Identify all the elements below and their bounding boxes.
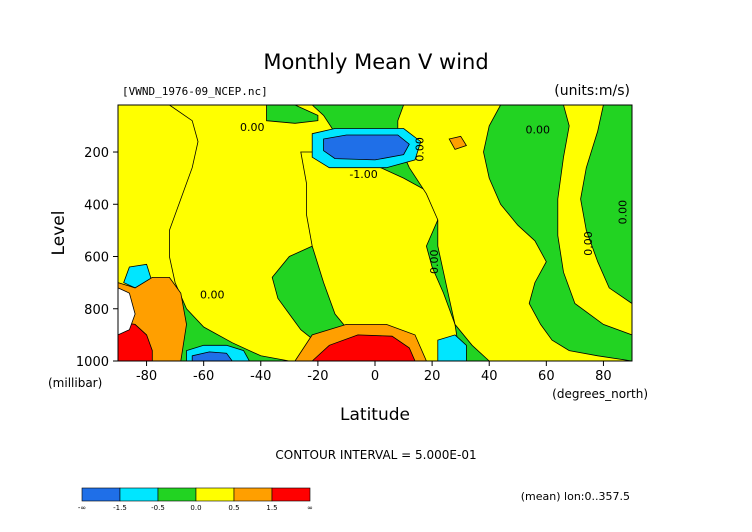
x-axis-label: Latitude [340,405,410,425]
colorbar: -∞ -1.5 -0.5 0.0 0.5 1.5 ∞ [78,487,313,512]
chart-title: Monthly Mean V wind [263,50,488,74]
x-tick-label: 40 [481,369,498,384]
colorbar-swatch [271,487,311,502]
colorbar-label: -∞ [78,504,86,512]
contour-label: 0.00 [240,121,265,134]
file-label: [VWND_1976-09_NCEP.nc] [122,85,268,98]
colorbar-swatch [157,487,197,502]
footer-text: (mean) lon:0..357.5 [521,490,630,503]
contour-label: 0.00 [582,231,595,256]
colorbar-label: -0.5 [151,504,165,512]
y-tick-label: 1000 [76,355,109,370]
contour-regions [117,104,633,362]
x-tick-label: 0 [371,369,379,384]
y-axis-ticks: 200 400 600 800 1000 [76,146,118,370]
colorbar-label: ∞ [307,504,313,512]
colorbar-label: 0.5 [228,504,239,512]
x-tick-label: -40 [250,369,271,384]
contour-label: 0.00 [526,124,551,137]
contour-labels: 0.00 0.00 0.00 -1.00 0.00 0.00 0.00 0.00 [200,121,629,301]
x-tick-label: 80 [595,369,612,384]
contour-label: 0.00 [616,200,629,225]
contour-label: -1.00 [349,168,377,181]
y-axis-label: Level [49,211,69,256]
contour-region-yellow [168,104,342,362]
contour-region-yellow [397,104,633,362]
contour-label: 0.00 [414,137,427,162]
y-axis-unit: (millibar) [48,376,102,390]
y-tick-label: 800 [84,303,109,318]
contour-region-orange [448,135,468,150]
x-axis-unit: (degrees_north) [552,387,648,401]
contour-interval-text: CONTOUR INTERVAL = 5.000E-01 [275,448,476,462]
colorbar-label: 0.0 [190,504,201,512]
contour-region-blue-light [437,334,467,362]
y-tick-label: 600 [84,251,109,266]
plot-area: 0.00 0.00 0.00 -1.00 0.00 0.00 0.00 0.00 -80 -60… [76,104,633,384]
colorbar-swatch [119,487,159,502]
contour-region-blue [323,134,410,161]
y-tick-label: 400 [84,198,109,213]
x-axis-ticks: -80 -60 -40 -20 0 20 40 60 80 [136,361,612,384]
units-label: (units:m/s) [554,83,630,99]
x-tick-label: -60 [193,369,214,384]
x-tick-label: 60 [538,369,555,384]
x-tick-label: -20 [307,369,328,384]
colorbar-swatch [195,487,235,502]
contour-label: 0.00 [200,288,225,301]
colorbar-swatch [233,487,273,502]
x-tick-label: 20 [424,369,441,384]
colorbar-label: -1.5 [113,504,127,512]
colorbar-swatch [81,487,121,502]
colorbar-label: 1.5 [266,504,277,512]
contour-region-blue [191,351,233,362]
y-tick-label: 200 [84,146,109,161]
contour-label: 0.00 [428,249,441,274]
x-tick-label: -80 [136,369,157,384]
